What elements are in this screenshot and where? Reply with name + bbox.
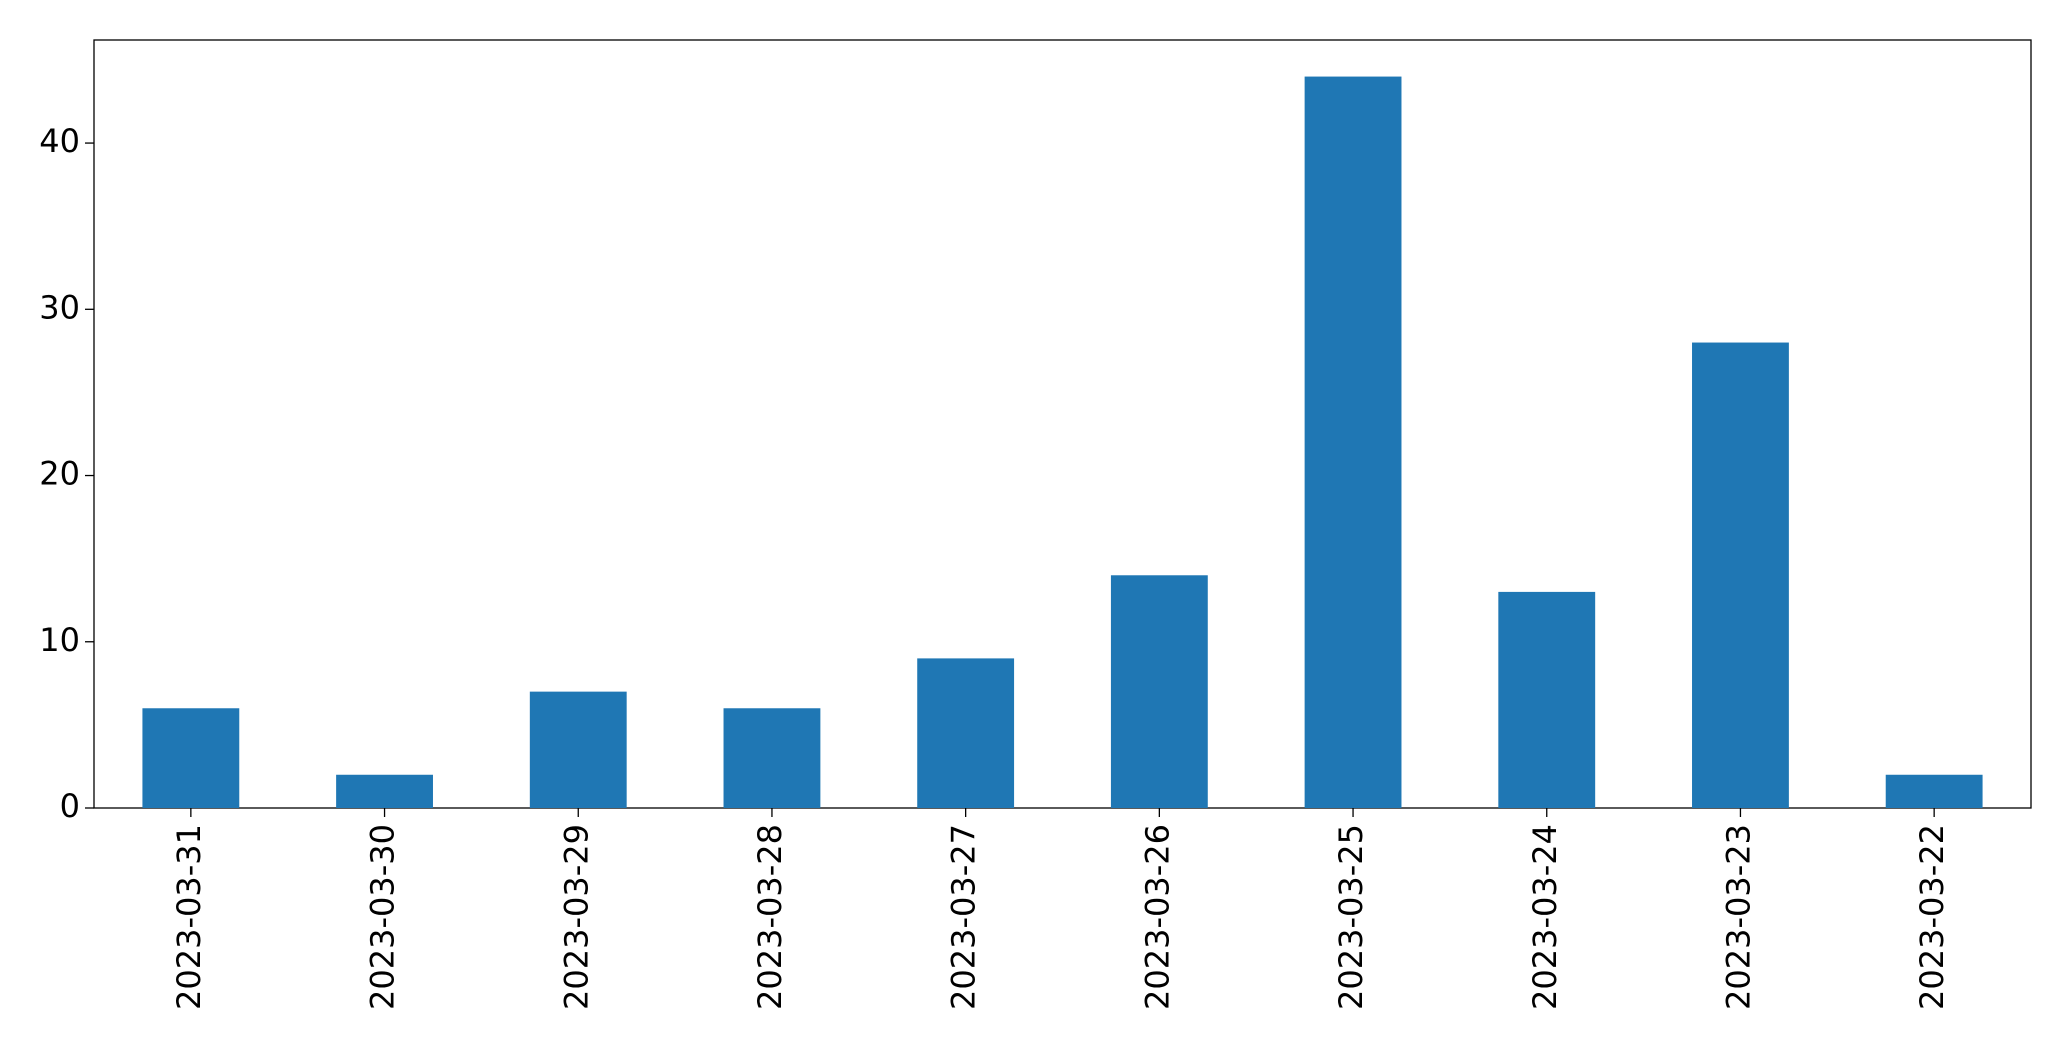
plot-frame (93, 39, 2032, 809)
x-tick-label: 2023-03-26 (1138, 824, 1176, 1010)
bar (1885, 774, 1983, 808)
x-tick-label: 2023-03-24 (1526, 824, 1564, 1010)
x-tick-label: 2023-03-23 (1719, 824, 1757, 1010)
bar (142, 708, 240, 808)
x-tick-label: 2023-03-31 (170, 824, 208, 1010)
x-tick-label: 2023-03-25 (1332, 824, 1370, 1010)
bar (723, 708, 821, 808)
bar (336, 774, 433, 808)
bar (529, 691, 627, 808)
bar (1304, 76, 1402, 809)
x-tick-label: 2023-03-22 (1913, 824, 1951, 1010)
bar (1692, 342, 1789, 808)
y-tick-label: 20 (39, 455, 80, 493)
x-tick-label: 2023-03-27 (945, 824, 983, 1010)
x-tick-label: 2023-03-30 (364, 824, 402, 1010)
y-tick-label: 10 (39, 621, 80, 659)
x-tick-label: 2023-03-28 (751, 824, 789, 1010)
bar (917, 658, 1015, 808)
x-tick-label: 2023-03-29 (557, 824, 595, 1010)
bar (1498, 591, 1596, 808)
y-tick-label: 0 (60, 787, 80, 825)
y-tick-label: 30 (39, 288, 80, 326)
y-tick-label: 40 (39, 122, 80, 160)
bar (1110, 575, 1208, 808)
